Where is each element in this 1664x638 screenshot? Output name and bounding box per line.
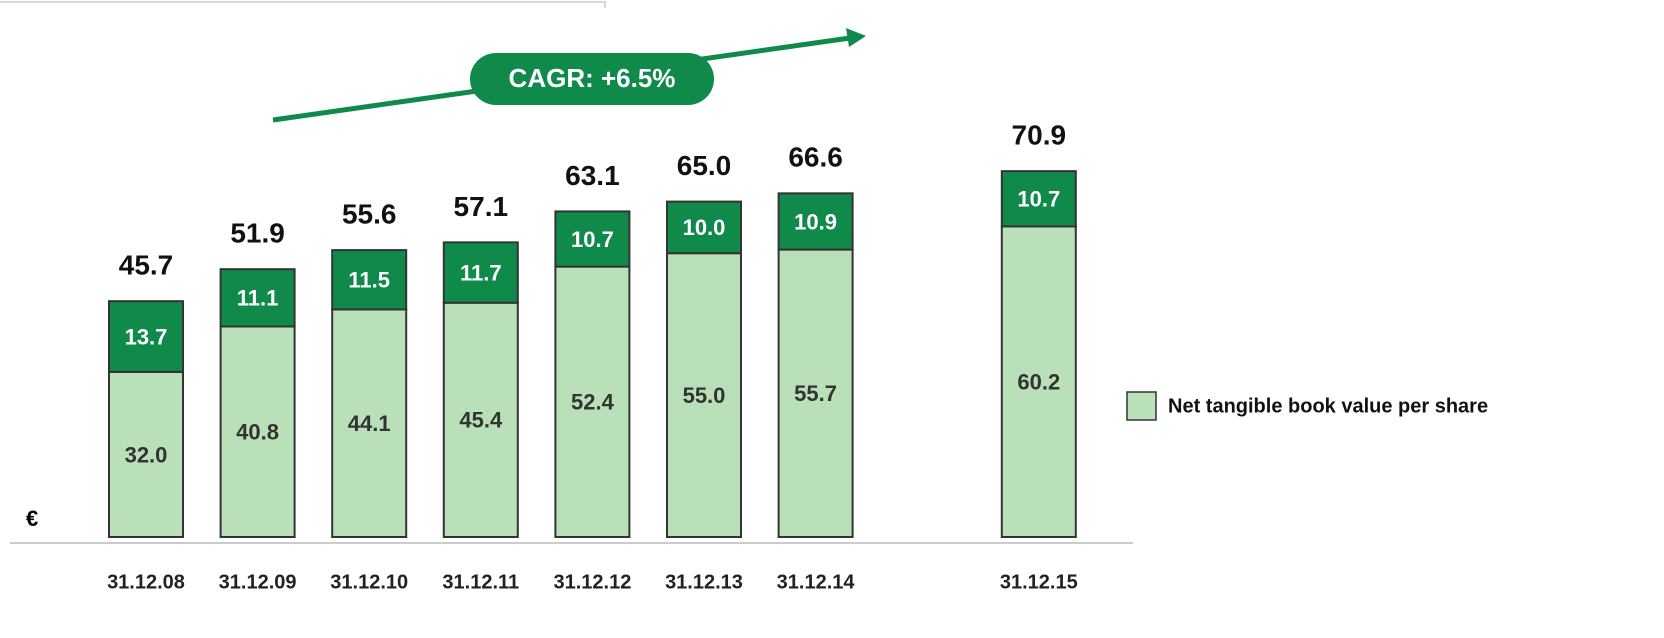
value-label: 10.0 <box>683 215 726 240</box>
value-label: 11.5 <box>348 268 390 293</box>
legend-label: Net tangible book value per share <box>1168 395 1488 417</box>
value-label: 44.1 <box>348 411 391 436</box>
value-label: 52.4 <box>571 390 615 415</box>
x-tick-label: 31.12.09 <box>219 571 297 593</box>
bar-segment <box>666 200 742 255</box>
total-label: 70.9 <box>1012 120 1067 151</box>
bar-segment <box>331 249 408 311</box>
value-label: 10.7 <box>571 227 614 252</box>
bar-segment <box>331 308 408 538</box>
x-tick-label: 31.12.13 <box>665 571 743 593</box>
arrow-head <box>846 28 866 47</box>
value-label: 40.8 <box>236 420 279 445</box>
total-label: 45.7 <box>119 250 174 281</box>
value-label: 11.1 <box>237 286 279 311</box>
bar-segment <box>108 370 184 538</box>
value-label: 10.7 <box>1017 187 1060 212</box>
bar-segment <box>1000 170 1077 228</box>
bar-segment <box>442 241 519 304</box>
value-label: 55.7 <box>794 381 837 406</box>
value-label: 11.7 <box>460 260 502 285</box>
legend-swatch <box>1126 391 1157 421</box>
value-label: 32.0 <box>125 442 168 467</box>
total-label: 63.1 <box>565 160 620 191</box>
total-label: 55.6 <box>342 198 397 229</box>
x-tick-label: 31.12.14 <box>777 571 856 593</box>
annotation-pill <box>470 53 714 105</box>
total-label: 65.0 <box>677 150 732 181</box>
total-label: 57.1 <box>454 191 509 222</box>
bar-segment <box>554 210 631 268</box>
bar-segment <box>219 325 296 538</box>
bar-segment <box>554 265 631 538</box>
unit: € <box>26 506 38 531</box>
value-label: 13.7 <box>125 324 168 349</box>
bar-segment <box>219 268 296 328</box>
x-tick-label: 31.12.12 <box>553 571 631 593</box>
frame <box>0 1 606 8</box>
value-label: 45.4 <box>459 408 503 433</box>
value-label: 10.9 <box>794 209 837 234</box>
x-tick-label: 31.12.15 <box>1000 571 1078 593</box>
x-tick-label: 31.12.11 <box>442 571 519 593</box>
bar-segment <box>777 248 854 538</box>
x-tick-label: 31.12.10 <box>330 571 408 593</box>
total-label: 66.6 <box>788 142 843 173</box>
value-label: 55.0 <box>683 383 726 408</box>
x-tick-label: 31.12.08 <box>107 571 185 593</box>
bar-segment <box>108 300 184 373</box>
annotation: CAGR: +6.5% <box>509 63 676 93</box>
total-label: 51.9 <box>230 218 285 249</box>
bar-segment <box>666 252 742 538</box>
bar-segment <box>777 192 854 251</box>
value-label: 60.2 <box>1017 369 1060 394</box>
